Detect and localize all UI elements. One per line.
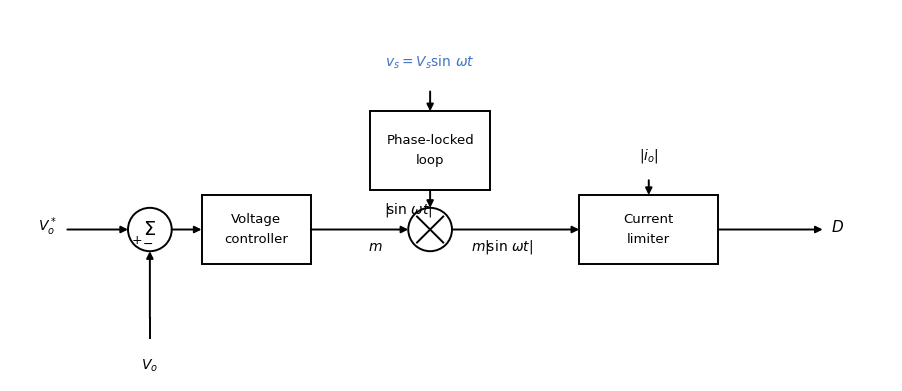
- Text: loop: loop: [416, 154, 445, 167]
- Bar: [201, 195, 311, 264]
- Text: $V_o^*$: $V_o^*$: [38, 215, 57, 238]
- Text: controller: controller: [225, 233, 288, 246]
- Text: Phase-locked: Phase-locked: [386, 134, 474, 147]
- Text: −: −: [143, 238, 153, 251]
- Text: $m$: $m$: [368, 240, 382, 254]
- Text: Current: Current: [623, 213, 674, 226]
- Text: $D$: $D$: [831, 219, 844, 235]
- Text: $m|\!\sin\,\omega t|$: $m|\!\sin\,\omega t|$: [471, 238, 533, 256]
- Text: $v_s = V_s \sin\,\omega t$: $v_s = V_s \sin\,\omega t$: [385, 53, 474, 71]
- Text: $|\!\sin\,\omega t|$: $|\!\sin\,\omega t|$: [384, 201, 433, 219]
- Bar: [371, 111, 490, 190]
- Text: Voltage: Voltage: [231, 213, 281, 226]
- Text: limiter: limiter: [627, 233, 670, 246]
- Text: $V_o$: $V_o$: [142, 358, 159, 374]
- Text: $\Sigma$: $\Sigma$: [143, 220, 156, 239]
- Bar: [579, 195, 718, 264]
- Text: +: +: [132, 234, 142, 247]
- Text: $|i_o|$: $|i_o|$: [639, 147, 658, 165]
